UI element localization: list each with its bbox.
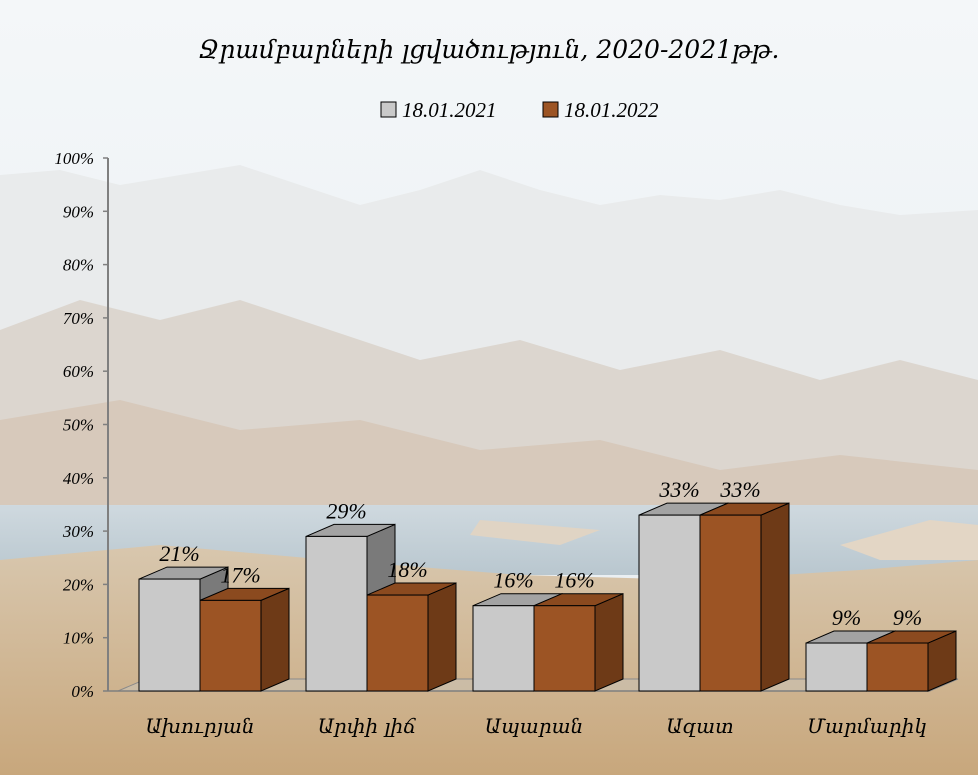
y-tick-label: 30% [62, 522, 94, 541]
bar-side-face [427, 582, 457, 692]
bar-front-face [199, 599, 262, 692]
bar-4-series-2 [866, 630, 957, 692]
y-tick-label: 80% [63, 256, 94, 275]
bar-0-series-2 [199, 587, 290, 692]
bar-front-face [805, 642, 868, 692]
bar-side-face [260, 587, 290, 692]
category-label-0: Ախուրյան [145, 714, 254, 738]
y-tick-label: 20% [63, 575, 94, 594]
y-tick-label: 90% [63, 202, 94, 221]
data-label-4-series-2: 9% [893, 605, 922, 630]
chart-title: Ջրամբարների լցվածություն, 2020-2021թթ. [198, 35, 779, 64]
y-tick-label: 70% [63, 309, 94, 328]
y-tick-label: 50% [63, 416, 94, 435]
data-label-2-series-1: 16% [493, 568, 533, 593]
category-label-2: Ապարան [485, 714, 584, 738]
category-label-4: Մարմարիկ [807, 714, 927, 738]
bar-front-face [472, 605, 535, 692]
data-label-0-series-1: 21% [159, 541, 199, 566]
data-label-4-series-1: 9% [832, 605, 861, 630]
bar-side-face [594, 592, 624, 692]
category-label-3: Ազատ [666, 714, 734, 738]
data-label-3-series-2: 33% [719, 477, 760, 502]
bar-front-face [638, 514, 701, 692]
data-label-1-series-2: 18% [387, 557, 427, 582]
bar-3-series-2 [699, 502, 790, 692]
bar-2-series-2 [533, 592, 624, 692]
y-tick-label: 100% [54, 149, 94, 168]
bar-front-face [366, 594, 429, 692]
y-tick-label: 40% [63, 469, 94, 488]
legend: 18.01.2021 18.01.2022 [380, 98, 659, 122]
legend-swatch-series-1 [380, 101, 397, 118]
data-label-0-series-2: 17% [220, 562, 260, 587]
bar-front-face [305, 535, 368, 692]
legend-swatch-series-2 [542, 101, 559, 118]
bar-front-face [699, 514, 762, 692]
category-labels: Ախուրյան Արփի լիճ Ապարան Ազատ Մարմարիկ [145, 714, 926, 738]
y-axis: 0% 10% 20% 30% 40% 50% 60% 70% 80% 90% 100% [54, 149, 109, 701]
data-label-3-series-1: 33% [658, 477, 699, 502]
bar-front-face [533, 605, 596, 692]
bar-front-face [138, 578, 201, 692]
category-label-1: Արփի լիճ [318, 714, 417, 738]
legend-label-series-1: 18.01.2021 [402, 98, 497, 122]
data-labels: 21% 17% 29% 18% 16% 16% 33% 33% 9% 9% [159, 477, 922, 630]
y-tick-label: 10% [63, 629, 94, 648]
bar-front-face [866, 642, 929, 692]
bar-side-face [760, 502, 790, 692]
bars [138, 502, 957, 692]
data-label-1-series-1: 29% [326, 498, 366, 523]
bar-1-series-2 [366, 582, 457, 692]
y-tick-label: 0% [71, 682, 94, 701]
data-label-2-series-2: 16% [554, 568, 594, 593]
y-tick-label: 60% [63, 362, 94, 381]
legend-label-series-2: 18.01.2022 [564, 98, 659, 122]
